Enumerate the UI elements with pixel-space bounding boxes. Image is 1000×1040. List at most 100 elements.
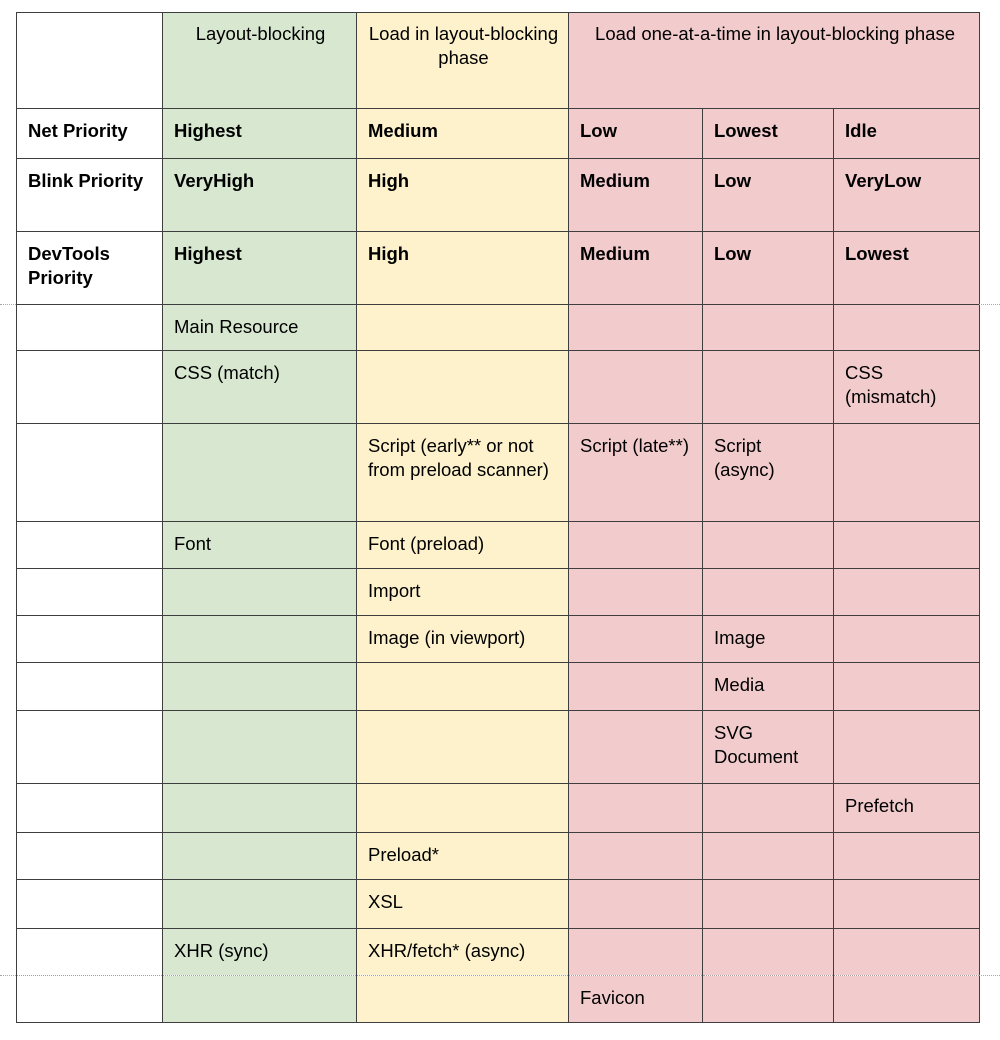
table-cell	[832, 304, 981, 351]
table-cell	[568, 662, 703, 711]
header-row: Layout-blocking Load in layout-blocking p…	[16, 12, 981, 109]
table-cell: Font (preload)	[356, 521, 569, 569]
table-row: Main Resource	[16, 304, 981, 351]
row-label-cell	[16, 928, 163, 976]
table-cell	[568, 879, 703, 929]
table-cell	[162, 879, 357, 929]
table-cell: Font	[162, 521, 357, 569]
table-cell: XHR (sync)	[162, 928, 357, 976]
table-cell: XSL	[356, 879, 569, 929]
table-cell: High	[356, 158, 569, 232]
table-cell: CSS (mismatch)	[832, 350, 981, 424]
table-cell: Script (late**)	[568, 423, 703, 522]
table-cell	[162, 710, 357, 784]
row-label-cell	[16, 879, 163, 929]
table-cell	[356, 975, 569, 1023]
table-row: Script (early** or not from preload scan…	[16, 423, 981, 522]
table-cell: Idle	[832, 108, 981, 159]
table-cell	[568, 615, 703, 663]
table-row: Media	[16, 662, 981, 711]
column-header-cell: Load one-at-a-time in layout-blocking ph…	[567, 12, 981, 109]
table-cell	[356, 710, 569, 784]
table-cell: Lowest	[832, 231, 981, 305]
row-label-cell	[16, 568, 163, 616]
table-row: Prefetch	[16, 783, 981, 833]
table-row: Font Font (preload)	[16, 521, 981, 569]
table-cell	[162, 662, 357, 711]
table-cell	[568, 350, 703, 424]
column-header-cell: Layout-blocking	[162, 12, 357, 109]
table-row: XHR (sync) XHR/fetch* (async)	[16, 928, 981, 976]
table-cell: Image (in viewport)	[356, 615, 569, 663]
table-cell	[568, 832, 703, 880]
table-cell	[356, 662, 569, 711]
table-cell	[702, 304, 834, 351]
row-label-cell	[16, 975, 163, 1023]
table-cell: Lowest	[702, 108, 834, 159]
table-row: DevTools Priority Highest High Medium Low Low…	[16, 231, 981, 305]
row-label-cell	[16, 521, 163, 569]
table-cell	[702, 783, 834, 833]
table-row: Import	[16, 568, 981, 616]
priority-table: Layout-blocking Load in layout-blocking p…	[16, 12, 981, 1023]
table-cell: XHR/fetch* (async)	[356, 928, 569, 976]
table-cell	[702, 832, 834, 880]
table-cell: Medium	[568, 158, 703, 232]
table-cell: Low	[568, 108, 703, 159]
table-cell	[162, 423, 357, 522]
table-cell	[702, 568, 834, 616]
page-break-line-right-lower	[979, 975, 1000, 976]
table-cell	[568, 928, 703, 976]
table-cell	[702, 350, 834, 424]
table-cell: Low	[702, 158, 834, 232]
table-cell	[832, 615, 981, 663]
row-label-cell	[16, 710, 163, 784]
table-cell: Highest	[162, 108, 357, 159]
table-row: Image (in viewport) Image	[16, 615, 981, 663]
table-cell	[832, 975, 981, 1023]
table-cell	[832, 879, 981, 929]
row-label-cell	[16, 783, 163, 833]
table-cell	[356, 304, 569, 351]
priority-table-container: Layout-blocking Load in layout-blocking p…	[16, 12, 981, 1023]
table-cell	[568, 783, 703, 833]
table-cell: Import	[356, 568, 569, 616]
row-label-cell: Blink Priority	[16, 158, 163, 232]
table-cell	[832, 710, 981, 784]
table-row: Preload*	[16, 832, 981, 880]
table-cell: SVG Document	[702, 710, 834, 784]
table-row: SVG Document	[16, 710, 981, 784]
table-cell	[702, 928, 834, 976]
table-cell	[162, 783, 357, 833]
table-cell	[832, 423, 981, 522]
table-cell: VeryHigh	[162, 158, 357, 232]
table-cell	[832, 568, 981, 616]
table-row: XSL	[16, 879, 981, 929]
table-row: Favicon	[16, 975, 981, 1023]
page-break-line-left-upper	[0, 304, 16, 305]
page-break-line-left-lower	[0, 975, 16, 976]
table-cell: Favicon	[568, 975, 703, 1023]
table-cell: CSS (match)	[162, 350, 357, 424]
table-cell	[356, 783, 569, 833]
table-row: Blink Priority VeryHigh High Medium Low VeryL…	[16, 158, 981, 232]
table-row: Net Priority Highest Medium Low Lowest Idle	[16, 108, 981, 159]
table-cell: Media	[702, 662, 834, 711]
table-cell	[702, 975, 834, 1023]
table-cell	[832, 662, 981, 711]
row-label-cell	[16, 350, 163, 424]
table-cell	[568, 568, 703, 616]
table-cell: Script (async)	[702, 423, 834, 522]
table-row: CSS (match) CSS (mismatch)	[16, 350, 981, 424]
row-label-cell	[16, 304, 163, 351]
table-cell	[356, 350, 569, 424]
table-cell	[702, 521, 834, 569]
row-label-cell	[16, 832, 163, 880]
priority-table-body: Layout-blocking Load in layout-blocking p…	[16, 12, 981, 1023]
page-break-line-right-upper	[979, 304, 1000, 305]
row-label-cell: DevTools Priority	[16, 231, 163, 305]
row-label-cell	[16, 615, 163, 663]
table-cell: Low	[702, 231, 834, 305]
table-cell	[568, 710, 703, 784]
